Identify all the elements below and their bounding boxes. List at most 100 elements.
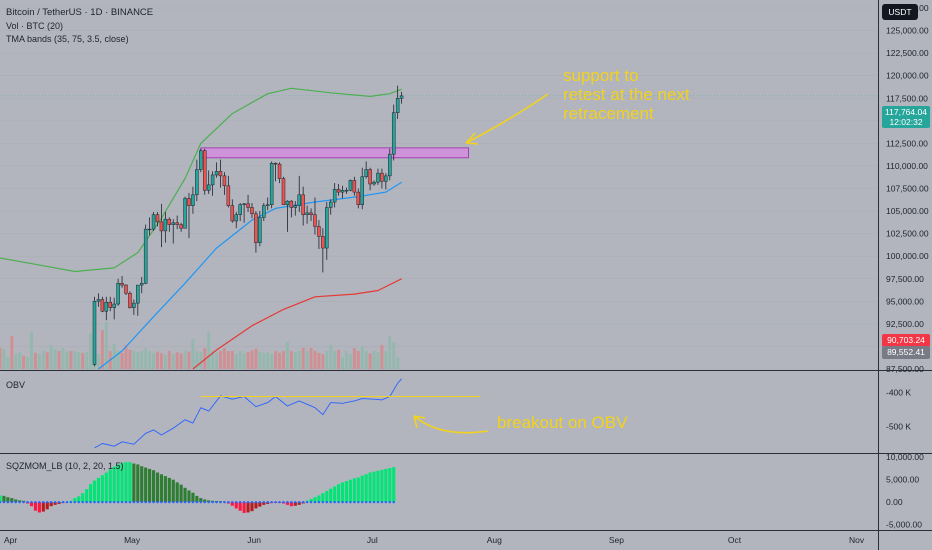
mom-tick-label: -5,000.00 xyxy=(886,520,922,530)
candle-body xyxy=(368,169,372,185)
squeeze-dot xyxy=(85,500,88,504)
squeeze-dot xyxy=(30,500,33,504)
squeeze-dot xyxy=(160,500,163,504)
momentum-bar xyxy=(388,468,392,503)
momentum-bar xyxy=(183,487,187,503)
mom-tick-label: 10,000.00 xyxy=(886,452,924,462)
volume-bar xyxy=(30,331,33,369)
candle-body xyxy=(210,174,215,186)
squeeze-dot xyxy=(231,500,234,504)
squeeze-dot xyxy=(325,500,328,504)
momentum-bar xyxy=(289,502,293,507)
volume-bar xyxy=(211,351,215,369)
volume-bar xyxy=(246,352,250,369)
volume-bar xyxy=(49,345,53,369)
tma-middle-band xyxy=(98,181,402,370)
obv-arrow-head xyxy=(413,415,426,429)
candle-body xyxy=(128,292,132,308)
volume-bar xyxy=(33,352,37,369)
momentum-bar xyxy=(293,502,297,506)
candle-body xyxy=(179,224,183,229)
momentum-bar xyxy=(313,497,317,503)
candle-body xyxy=(325,207,329,249)
volume-bar xyxy=(207,331,211,369)
candle-body xyxy=(151,214,156,230)
momentum-bar xyxy=(175,482,179,503)
candle-body xyxy=(328,201,333,208)
squeeze-dot xyxy=(309,500,313,504)
volume-bar xyxy=(392,342,396,369)
momentum-bar xyxy=(199,498,203,503)
candle-body xyxy=(293,205,298,208)
squeeze-dot xyxy=(361,500,364,504)
volume-red-tag: 90,703.24 xyxy=(882,334,930,347)
volume-bar xyxy=(61,348,65,369)
support-zone-layer xyxy=(200,147,469,159)
momentum-bar xyxy=(321,493,325,503)
candles[interactable] xyxy=(92,85,404,367)
volume-bar xyxy=(183,351,187,369)
time-axis-label: Sep xyxy=(609,535,624,545)
price-tick-label: 100,000.00 xyxy=(886,251,929,261)
candle-body xyxy=(167,218,172,225)
volume-bar xyxy=(321,354,325,369)
volume-legend: Vol · BTC (20) xyxy=(6,21,64,31)
candle-body xyxy=(254,213,258,243)
squeeze-dot xyxy=(290,500,293,504)
squeeze-dot xyxy=(42,500,45,504)
momentum-bar xyxy=(309,499,313,503)
obv-arrow xyxy=(413,415,489,434)
momentum-bar xyxy=(372,471,376,503)
momentum-bar xyxy=(10,498,14,503)
candle-body xyxy=(317,226,321,237)
momentum-bar xyxy=(41,502,45,512)
volume-bar xyxy=(337,349,341,369)
momentum-bar xyxy=(230,502,234,506)
volume-bar xyxy=(281,351,285,369)
volume-bar xyxy=(155,351,159,369)
volume-bar xyxy=(317,352,321,369)
momentum-bar xyxy=(234,502,238,509)
candle-body xyxy=(301,194,305,215)
volume-bar xyxy=(218,351,222,369)
candle-body xyxy=(238,204,242,215)
squeeze-dot xyxy=(227,500,230,504)
candle-body xyxy=(258,217,262,243)
momentum-bar xyxy=(238,502,242,511)
volume-bar xyxy=(14,354,18,369)
candle-body xyxy=(218,171,223,177)
squeeze-dot xyxy=(392,500,395,504)
volume-bar xyxy=(45,352,49,369)
momentum-bar xyxy=(195,495,199,503)
volume-bar xyxy=(148,351,152,369)
volume-bar xyxy=(191,339,195,369)
momentum-bar xyxy=(136,464,140,503)
squeeze-dot xyxy=(140,500,143,504)
squeeze-dot xyxy=(329,500,332,504)
squeeze-dot xyxy=(238,500,242,504)
candle-body xyxy=(120,283,124,286)
volume-bar xyxy=(167,351,171,369)
volume-bar xyxy=(100,330,104,369)
volume-bar xyxy=(136,352,140,369)
time-axis-label: May xyxy=(124,535,141,545)
volume-bar xyxy=(203,348,207,369)
momentum-bar xyxy=(380,469,384,503)
candle-body xyxy=(384,175,388,182)
momentum-bar xyxy=(120,462,124,503)
momentum-bar xyxy=(73,498,77,503)
candle-body xyxy=(222,175,227,187)
candle-body xyxy=(100,299,105,312)
price-tick-label: 117,500.00 xyxy=(886,93,928,103)
support-arrow-head xyxy=(465,132,479,145)
squeeze-dot xyxy=(132,500,136,504)
volume-bar xyxy=(270,354,274,369)
currency-unit-button[interactable]: USDT xyxy=(882,4,918,20)
volume-bar xyxy=(152,352,156,369)
squeeze-dot xyxy=(313,500,317,504)
momentum-bar xyxy=(203,499,207,503)
volume-bar xyxy=(325,351,329,369)
volume-bars xyxy=(0,322,400,369)
squeeze-dot xyxy=(345,500,348,504)
